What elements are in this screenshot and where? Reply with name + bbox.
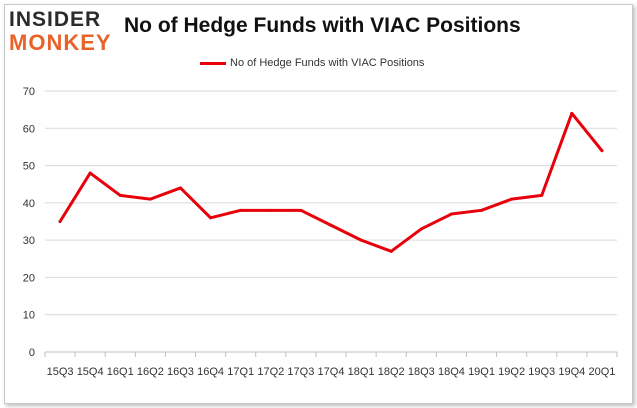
x-tick-labels: 15Q3 15Q4 16Q1 16Q2 16Q3 16Q4 17Q1 17Q2 17Q3 17Q4… — [47, 366, 616, 378]
y-tick-label: 10 — [23, 310, 35, 322]
legend-label: No of Hedge Funds with VIAC Positions — [230, 57, 425, 69]
data-point — [419, 227, 423, 231]
y-tick-label: 60 — [23, 123, 35, 135]
data-point — [58, 220, 62, 223]
legend-swatch — [200, 61, 226, 65]
data-point — [148, 197, 152, 201]
data-point — [359, 238, 363, 242]
data-point — [570, 111, 574, 115]
x-tick-label: 16Q1 — [107, 366, 134, 378]
y-tick-label: 40 — [23, 198, 35, 210]
x-tick-label: 18Q3 — [408, 366, 435, 378]
x-tick-label: 15Q4 — [77, 366, 104, 378]
x-tick-label: 15Q3 — [47, 366, 74, 378]
data-point — [118, 193, 122, 197]
data-point — [449, 212, 453, 216]
series-lines — [58, 111, 604, 253]
axes — [44, 351, 618, 357]
data-point — [88, 171, 92, 175]
grid-lines — [45, 90, 617, 316]
chart-title: No of Hedge Funds with VIAC Positions — [124, 14, 521, 37]
x-tick-label: 18Q4 — [438, 366, 465, 378]
x-tick-label: 19Q2 — [498, 366, 525, 378]
x-tick-label: 17Q3 — [287, 366, 314, 378]
x-tick-label: 20Q1 — [588, 366, 615, 378]
data-point — [329, 223, 333, 227]
x-tick-label: 17Q1 — [227, 366, 254, 378]
data-point — [269, 208, 273, 212]
chart-legend: No of Hedge Funds with VIAC Positions — [200, 57, 424, 69]
x-tick-label: 16Q3 — [167, 366, 194, 378]
x-tick-label: 19Q1 — [468, 366, 495, 378]
data-point — [299, 208, 303, 212]
x-tick-label: 18Q2 — [378, 366, 405, 378]
y-tick-label: 30 — [23, 235, 35, 247]
data-point — [209, 216, 213, 220]
logo-bottom-text: MONKEY — [9, 30, 112, 55]
data-point — [540, 193, 544, 197]
chart-frame — [4, 4, 633, 404]
x-tick-label: 16Q4 — [197, 366, 224, 378]
x-tick-label: 18Q1 — [348, 366, 375, 378]
y-tick-label: 70 — [23, 86, 35, 98]
data-point — [510, 197, 514, 201]
x-tick-label: 19Q4 — [558, 366, 585, 378]
x-tick-label: 19Q3 — [528, 366, 555, 378]
y-tick-labels: 0 10 20 30 40 50 60 70 — [23, 86, 35, 359]
y-tick-label: 0 — [29, 347, 35, 359]
data-point — [178, 186, 182, 190]
y-tick-label: 20 — [23, 272, 35, 284]
data-point — [239, 208, 243, 212]
x-tick-label: 16Q2 — [137, 366, 164, 378]
data-point — [600, 149, 604, 153]
x-tick-label: 17Q2 — [257, 366, 284, 378]
insider-monkey-logo: INSIDER MONKEY — [9, 9, 112, 54]
data-point — [480, 208, 484, 212]
series-line — [58, 111, 604, 253]
logo-top-text: INSIDER — [9, 8, 102, 31]
data-point — [389, 249, 393, 253]
x-tick-label: 17Q4 — [318, 366, 345, 378]
y-tick-label: 50 — [23, 161, 35, 173]
